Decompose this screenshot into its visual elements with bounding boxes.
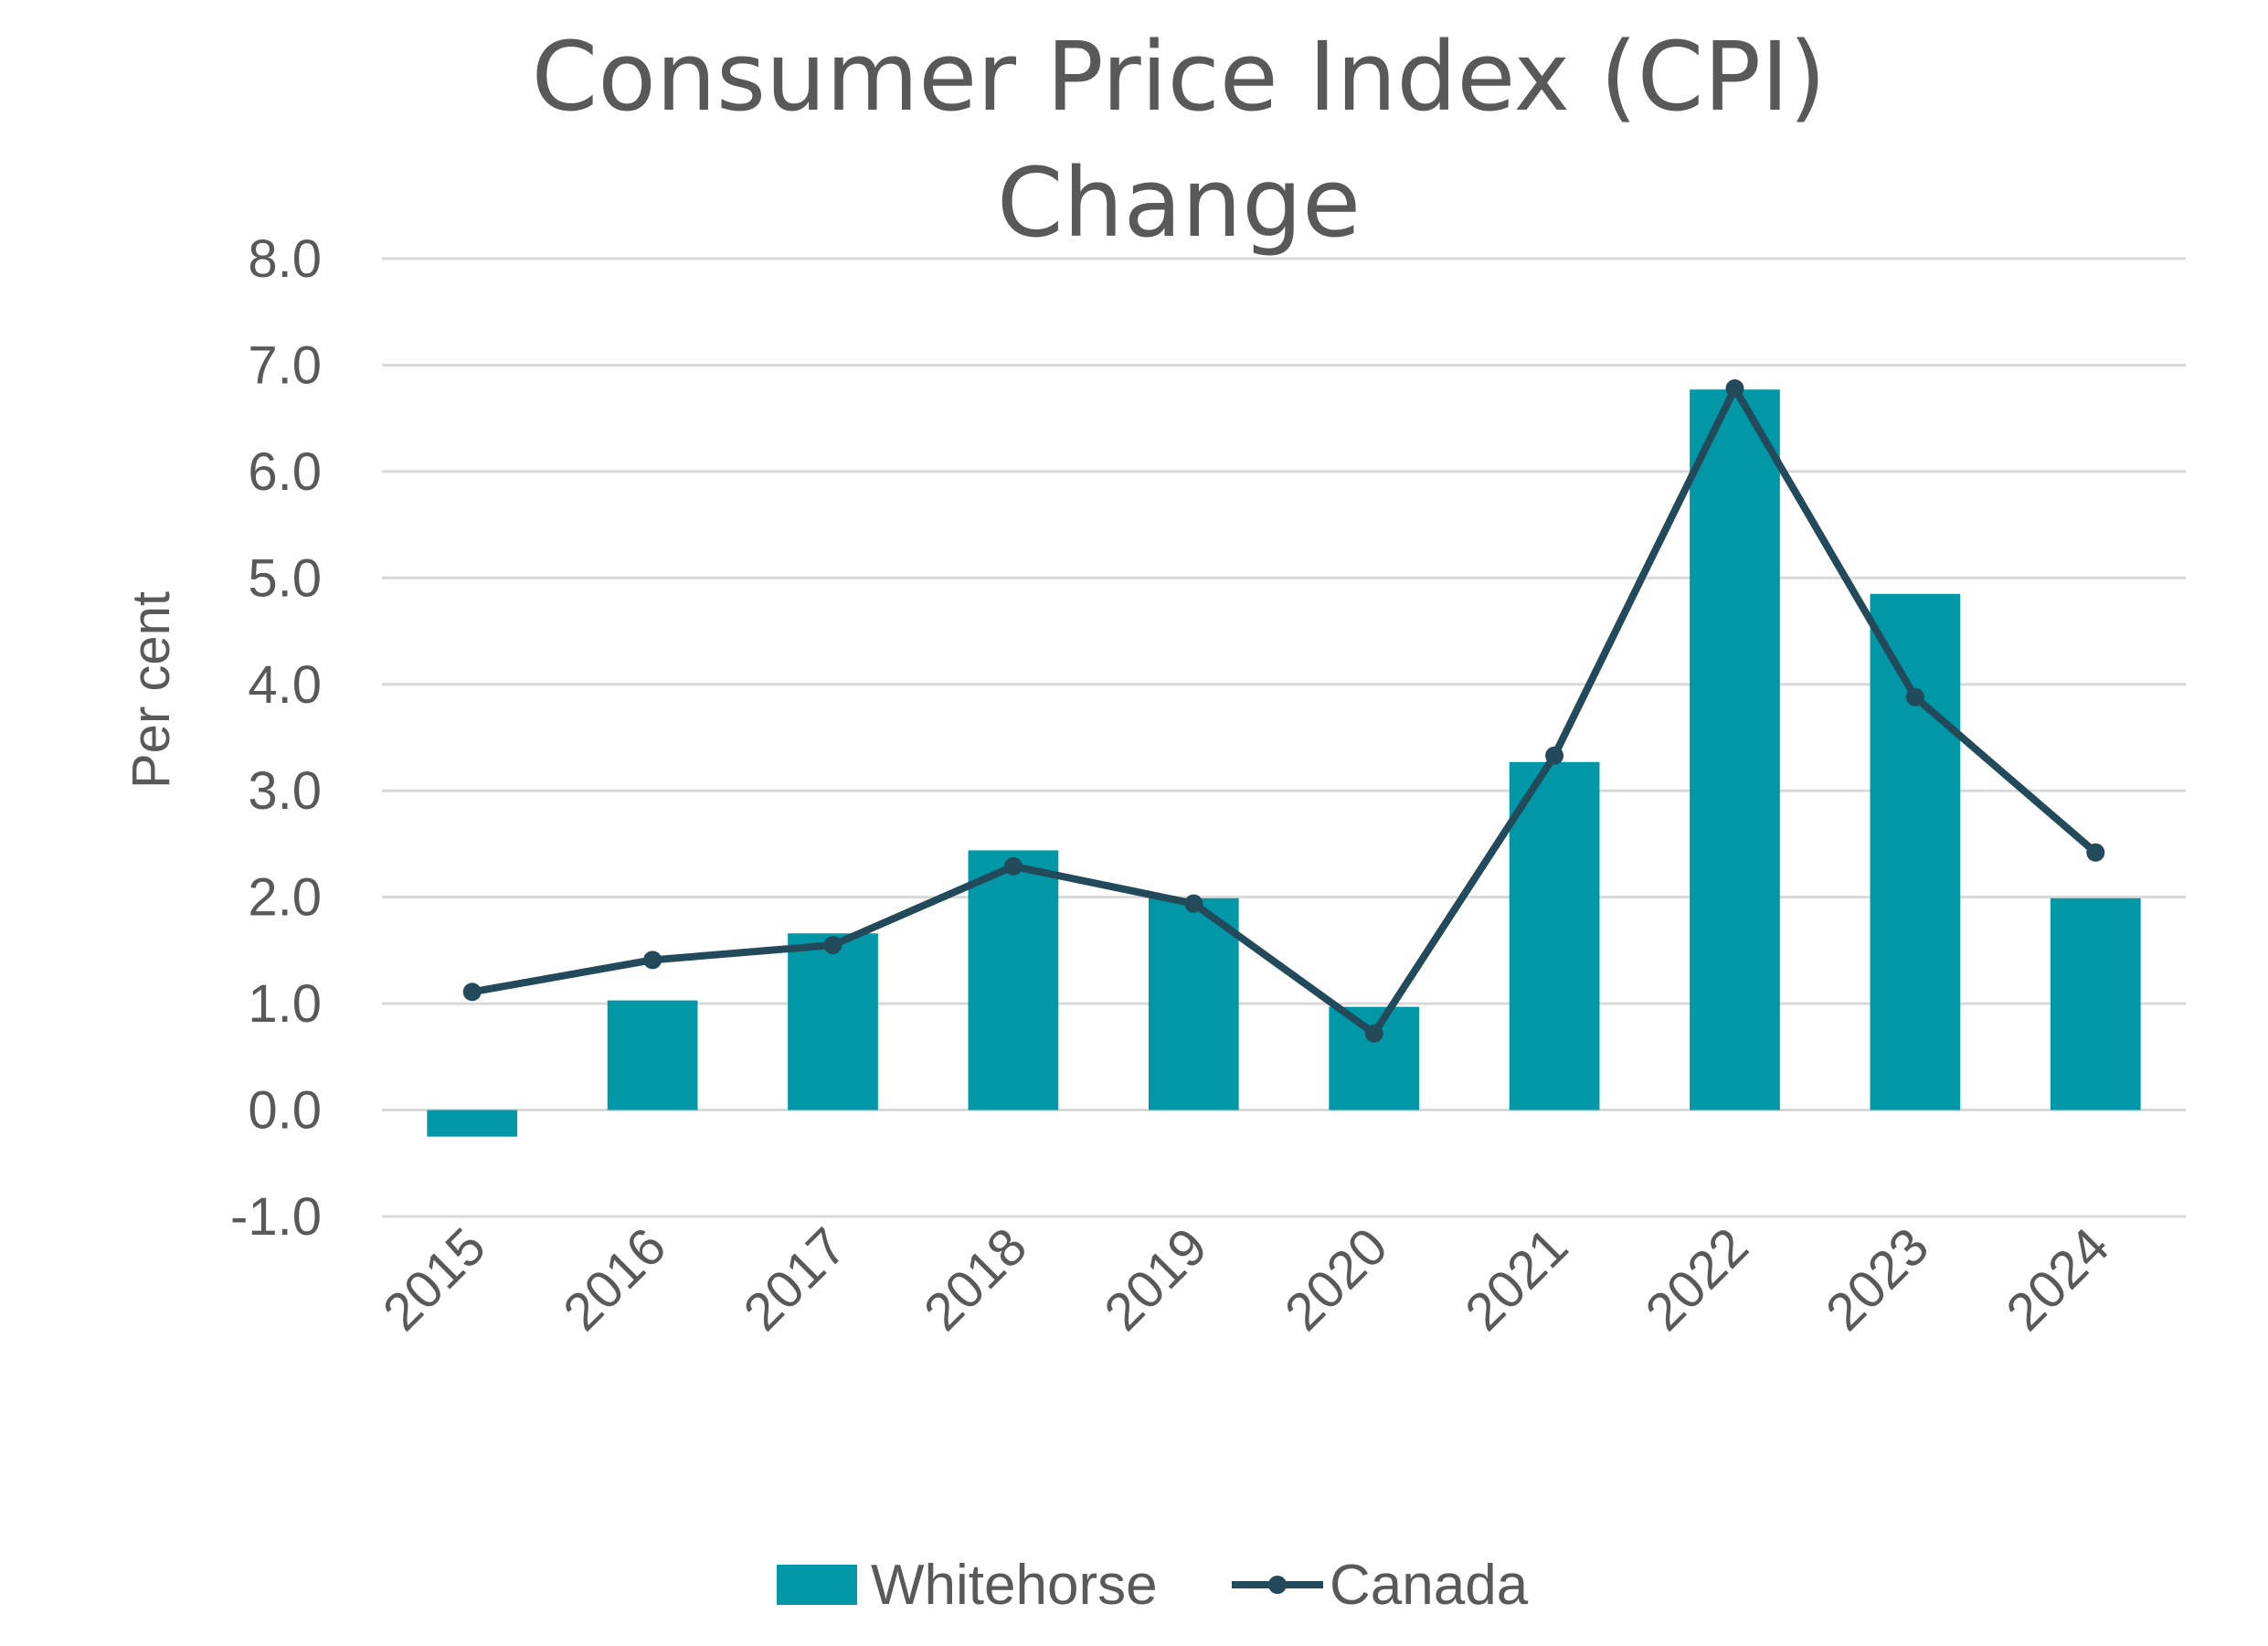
canada-point: [643, 950, 662, 970]
legend-canada-label: Canada: [1330, 1554, 1529, 1617]
canada-point: [1905, 687, 1924, 706]
y-tick-label: 1.0: [248, 974, 322, 1034]
y-tick-label: 0.0: [248, 1081, 322, 1141]
whitehorse-bar: [1870, 593, 1961, 1110]
y-tick-label: 7.0: [248, 335, 322, 395]
y-tick-label: -1.0: [230, 1187, 322, 1247]
legend-whitehorse-label: Whitehorse: [871, 1554, 1158, 1617]
canada-point: [823, 936, 843, 955]
canada-line: [468, 385, 2100, 1037]
y-tick-label: 6.0: [248, 442, 322, 502]
whitehorse-bar: [788, 933, 878, 1110]
whitehorse-bar: [1509, 761, 1600, 1110]
y-tick-label: 3.0: [248, 761, 322, 821]
y-tick-label: 4.0: [248, 655, 322, 715]
x-axis-ticks: 2015 2016 2017 2018 2019 2020 2021 2022 2023 2024: [372, 1216, 2121, 1342]
legend-canada-marker: [1268, 1576, 1287, 1594]
x-tick-label: 2024: [1995, 1216, 2120, 1342]
y-axis-title: Per cent: [122, 591, 181, 789]
x-tick-label: 2018: [913, 1216, 1038, 1342]
canada-point: [1545, 746, 1564, 765]
whitehorse-bar: [607, 1000, 698, 1110]
x-tick-label: 2017: [732, 1216, 857, 1342]
canada-point: [1364, 1024, 1383, 1043]
y-tick-label: 5.0: [248, 548, 322, 608]
x-tick-label: 2020: [1274, 1216, 1399, 1342]
legend-whitehorse-swatch: [777, 1565, 857, 1605]
whitehorse-bar: [427, 1110, 518, 1137]
canada-point: [1003, 856, 1023, 876]
canada-point: [2086, 843, 2105, 862]
whitehorse-bar: [1329, 1006, 1420, 1110]
canada-line-series: [462, 379, 2105, 1043]
whitehorse-bar: [1690, 389, 1780, 1110]
x-tick-label: 2022: [1634, 1216, 1759, 1342]
canada-point: [462, 982, 482, 1002]
y-tick-label: 2.0: [248, 868, 322, 928]
canada-point: [1725, 379, 1744, 398]
legend: Whitehorse Canada: [777, 1554, 1529, 1617]
canada-point: [1184, 894, 1203, 913]
gridlines: [382, 257, 2186, 1218]
x-tick-label: 2015: [372, 1216, 497, 1342]
whitehorse-bar: [2050, 897, 2141, 1110]
chart-title-line-2: Change: [997, 147, 1361, 259]
y-tick-label: 8.0: [248, 229, 322, 289]
x-tick-label: 2023: [1815, 1216, 1940, 1342]
whitehorse-bars: [427, 389, 2141, 1137]
chart-title-line-1: Consumer Price Index (CPI): [532, 21, 1827, 133]
whitehorse-bar: [1148, 897, 1239, 1110]
y-axis-ticks: 8.0 7.0 6.0 5.0 4.0 3.0 2.0 1.0 0.0 -1.0: [230, 229, 322, 1247]
x-tick-label: 2016: [552, 1216, 677, 1342]
whitehorse-bar: [968, 850, 1059, 1110]
x-tick-label: 2021: [1454, 1216, 1579, 1342]
x-tick-label: 2019: [1093, 1216, 1218, 1342]
